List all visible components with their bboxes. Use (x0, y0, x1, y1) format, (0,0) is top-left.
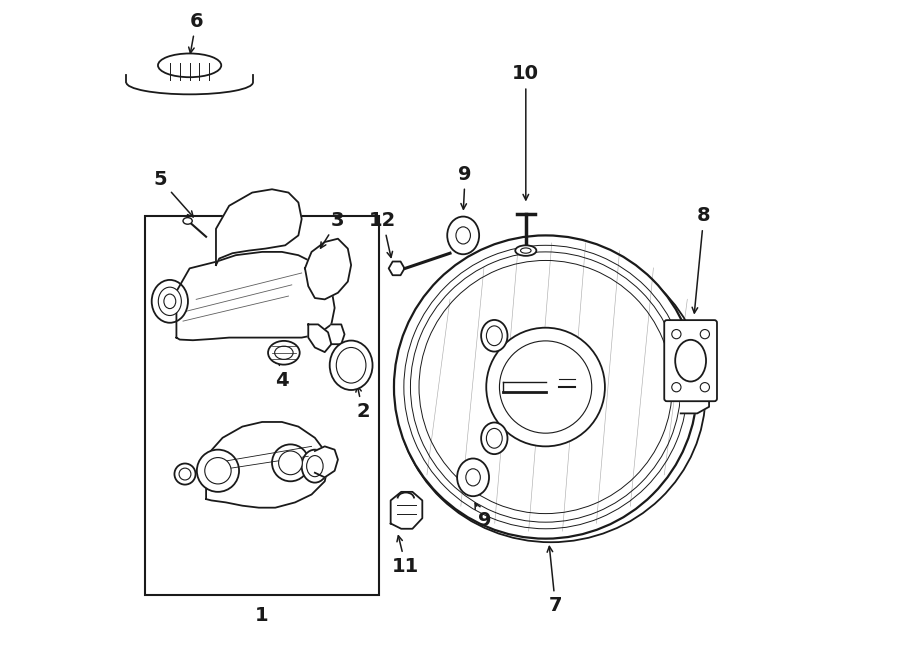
Circle shape (197, 449, 239, 492)
Ellipse shape (516, 246, 536, 256)
Text: 3: 3 (320, 211, 345, 248)
Ellipse shape (274, 346, 293, 359)
Text: 5: 5 (153, 170, 194, 217)
Text: 10: 10 (512, 64, 539, 200)
Text: 7: 7 (547, 546, 562, 616)
Polygon shape (315, 446, 338, 477)
Circle shape (205, 457, 231, 484)
Ellipse shape (482, 320, 508, 352)
Polygon shape (309, 324, 331, 352)
Circle shape (279, 451, 302, 475)
Ellipse shape (486, 428, 502, 448)
FancyBboxPatch shape (664, 320, 717, 401)
Polygon shape (331, 324, 345, 344)
Ellipse shape (396, 245, 706, 542)
Polygon shape (305, 239, 351, 299)
Ellipse shape (158, 54, 221, 77)
Ellipse shape (457, 459, 489, 496)
Ellipse shape (152, 280, 188, 323)
Polygon shape (216, 189, 302, 265)
Ellipse shape (268, 341, 300, 365)
Text: 12: 12 (369, 211, 396, 258)
Polygon shape (391, 492, 422, 529)
Text: 9: 9 (458, 165, 472, 209)
Ellipse shape (486, 326, 502, 346)
Text: 1: 1 (256, 606, 269, 626)
Ellipse shape (482, 422, 508, 454)
Ellipse shape (456, 227, 471, 244)
Circle shape (700, 330, 709, 339)
Text: 6: 6 (189, 12, 203, 53)
Circle shape (394, 236, 698, 539)
Ellipse shape (183, 218, 193, 224)
Ellipse shape (179, 468, 191, 480)
Text: 4: 4 (275, 357, 289, 390)
Polygon shape (176, 252, 335, 340)
Bar (146, 216, 380, 594)
Text: 2: 2 (356, 386, 370, 421)
Ellipse shape (466, 469, 481, 486)
Circle shape (671, 330, 681, 339)
Circle shape (700, 383, 709, 392)
Circle shape (500, 341, 591, 433)
Ellipse shape (302, 449, 328, 483)
Circle shape (671, 383, 681, 392)
Ellipse shape (675, 340, 706, 381)
Polygon shape (206, 422, 328, 508)
Ellipse shape (164, 294, 176, 308)
Ellipse shape (307, 455, 323, 477)
Text: 11: 11 (392, 536, 419, 576)
Circle shape (486, 328, 605, 446)
Polygon shape (389, 261, 404, 275)
Ellipse shape (520, 248, 531, 253)
Ellipse shape (158, 287, 182, 316)
Ellipse shape (175, 463, 195, 485)
Polygon shape (680, 361, 709, 413)
Circle shape (272, 444, 309, 481)
Ellipse shape (329, 340, 373, 390)
Text: 9: 9 (475, 503, 491, 530)
Text: 8: 8 (692, 206, 711, 313)
Ellipse shape (337, 348, 366, 383)
Ellipse shape (447, 216, 479, 254)
